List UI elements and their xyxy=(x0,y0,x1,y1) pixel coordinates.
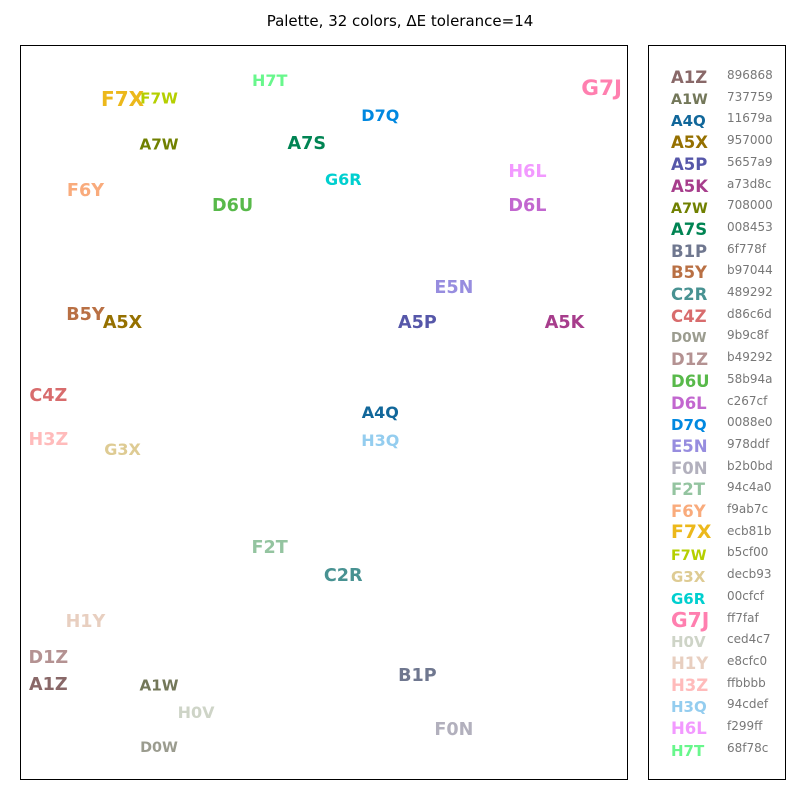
legend-hex-f0n: b2b0bd xyxy=(727,458,773,473)
legend-hex-d1z: b49292 xyxy=(727,350,773,365)
legend-code-a1z: A1Z xyxy=(671,68,708,88)
point-label-a7s: A7S xyxy=(287,134,327,155)
legend-code-f7x: F7X xyxy=(671,522,712,544)
legend-code-d6l: D6L xyxy=(671,393,707,413)
legend-hex-b1p: 6f778f xyxy=(727,241,766,256)
point-label-a7w: A7W xyxy=(139,135,179,154)
legend-hex-h3z: ffbbbb xyxy=(727,675,766,690)
legend-code-c4z: C4Z xyxy=(671,306,707,326)
point-label-a5p: A5P xyxy=(398,313,437,334)
point-label-f2t: F2T xyxy=(251,538,288,559)
legend-code-f0n: F0N xyxy=(671,458,708,478)
legend-hex-a7w: 708000 xyxy=(727,198,773,213)
legend-hex-h7t: 68f78c xyxy=(727,740,769,755)
plot-area: A1Z A1W A4Q A5X A5P A5K A7W A7S B1P B5Y C2R C4Z D0W D… xyxy=(20,45,628,780)
legend-code-f7w: F7W xyxy=(671,547,707,564)
legend-code-a5p: A5P xyxy=(671,154,708,174)
point-label-f6y: F6Y xyxy=(66,180,104,201)
legend-hex-g3x: decb93 xyxy=(727,567,772,582)
legend-code-h3q: H3Q xyxy=(671,698,707,717)
legend-code-a7s: A7S xyxy=(671,220,708,239)
legend-code-c2r: C2R xyxy=(671,285,708,305)
legend-code-d6u: D6U xyxy=(671,371,710,391)
point-label-g6r: G6R xyxy=(324,169,362,189)
point-label-b1p: B1P xyxy=(398,665,437,686)
legend-hex-h0v: ced4c7 xyxy=(727,632,771,647)
legend-hex-a1w: 737759 xyxy=(727,89,773,104)
legend-hex-f7w: b5cf00 xyxy=(727,545,769,560)
point-label-b5y: B5Y xyxy=(66,304,105,325)
legend-code-f6y: F6Y xyxy=(671,502,706,522)
point-label-h0v: H0V xyxy=(177,703,215,723)
legend-hex-a1z: 896868 xyxy=(727,68,773,82)
legend-hex-h6l: f299ff xyxy=(727,719,763,733)
point-label-h3q: H3Q xyxy=(361,430,400,450)
point-label-h3z: H3Z xyxy=(28,430,69,451)
legend-code-g6r: G6R xyxy=(671,589,706,608)
legend-hex-d0w: 9b9c8f xyxy=(727,328,769,343)
point-label-a4q: A4Q xyxy=(361,402,399,422)
legend-code-a5x: A5X xyxy=(671,133,708,153)
point-label-f0n: F0N xyxy=(434,720,474,741)
legend-code-h1y: H1Y xyxy=(671,654,709,673)
legend-code-d1z: D1Z xyxy=(671,350,709,370)
legend-code-e5n: E5N xyxy=(671,437,708,456)
legend-code-h3z: H3Z xyxy=(671,675,709,695)
point-label-e5n: E5N xyxy=(434,277,474,298)
legend-code-f2t: F2T xyxy=(671,480,706,500)
legend-hex-f7x: ecb81b xyxy=(727,523,772,538)
point-label-a1w: A1W xyxy=(139,676,179,695)
legend-code-a4q: A4Q xyxy=(671,112,706,131)
legend-hex-d6u: 58b94a xyxy=(727,371,773,386)
legend-hex-g6r: 00cfcf xyxy=(727,588,764,603)
legend-hex-c4z: d86c6d xyxy=(727,306,772,321)
legend-hex-a5k: a73d8c xyxy=(727,176,772,191)
legend-code-a5k: A5K xyxy=(671,176,709,196)
legend-hex-f2t: 94c4a0 xyxy=(727,480,772,495)
legend-hex-d7q: 0088e0 xyxy=(727,415,773,430)
point-label-d7q: D7Q xyxy=(361,105,400,125)
legend-code-h0v: H0V xyxy=(671,633,706,652)
point-label-a5x: A5X xyxy=(102,313,143,334)
point-label-a1z: A1Z xyxy=(29,675,68,696)
legend-hex-h3q: 94cdef xyxy=(727,697,769,712)
legend-hex-g7j: ff7faf xyxy=(727,610,759,625)
point-label-c4z: C4Z xyxy=(29,386,68,407)
legend-code-b1p: B1P xyxy=(671,241,708,261)
legend-hex-e5n: 978ddf xyxy=(727,436,770,451)
chart-title: Palette, 32 colors, ΔE tolerance=14 xyxy=(266,12,534,30)
legend-hex-a4q: 11679a xyxy=(727,111,773,126)
point-label-f7w: F7W xyxy=(140,89,178,108)
legend-hex-c2r: 489292 xyxy=(727,285,773,299)
point-label-h6l: H6L xyxy=(508,162,547,183)
point-label-d0w: D0W xyxy=(140,739,178,756)
point-label-c2r: C2R xyxy=(323,565,363,586)
legend-hex-a5p: 5657a9 xyxy=(727,154,773,169)
point-label-d6u: D6U xyxy=(212,196,254,217)
point-label-g7j: G7J xyxy=(581,75,623,101)
legend-panel: A1Z 896868 A1W 737759 A4Q 11679a A5X 957000 A5P 5… xyxy=(648,45,786,780)
legend-code-h7t: H7T xyxy=(671,741,705,760)
legend-code-d0w: D0W xyxy=(671,330,707,347)
point-label-h7t: H7T xyxy=(251,71,288,91)
legend-hex-f6y: f9ab7c xyxy=(727,502,769,516)
legend-hex-h1y: e8cfc0 xyxy=(727,653,768,668)
legend-hex-a7s: 008453 xyxy=(727,219,773,234)
legend-code-g7j: G7J xyxy=(671,608,710,633)
legend-code-d7q: D7Q xyxy=(671,416,707,435)
point-label-d1z: D1Z xyxy=(28,648,69,669)
point-label-d6l: D6L xyxy=(508,196,547,217)
legend-code-a1w: A1W xyxy=(671,92,708,109)
legend-code-g3x: G3X xyxy=(671,568,706,587)
legend-hex-b5y: b97044 xyxy=(727,263,773,278)
point-label-h1y: H1Y xyxy=(65,612,106,633)
point-label-a5k: A5K xyxy=(544,313,585,334)
point-label-f7x: F7X xyxy=(101,86,145,111)
legend-hex-d6l: c267cf xyxy=(727,393,768,408)
point-label-g3x: G3X xyxy=(104,440,141,460)
legend-code-a7w: A7W xyxy=(671,200,708,217)
legend-code-h6l: H6L xyxy=(671,719,707,739)
legend-hex-a5x: 957000 xyxy=(727,133,773,148)
legend-code-b5y: B5Y xyxy=(671,263,708,283)
